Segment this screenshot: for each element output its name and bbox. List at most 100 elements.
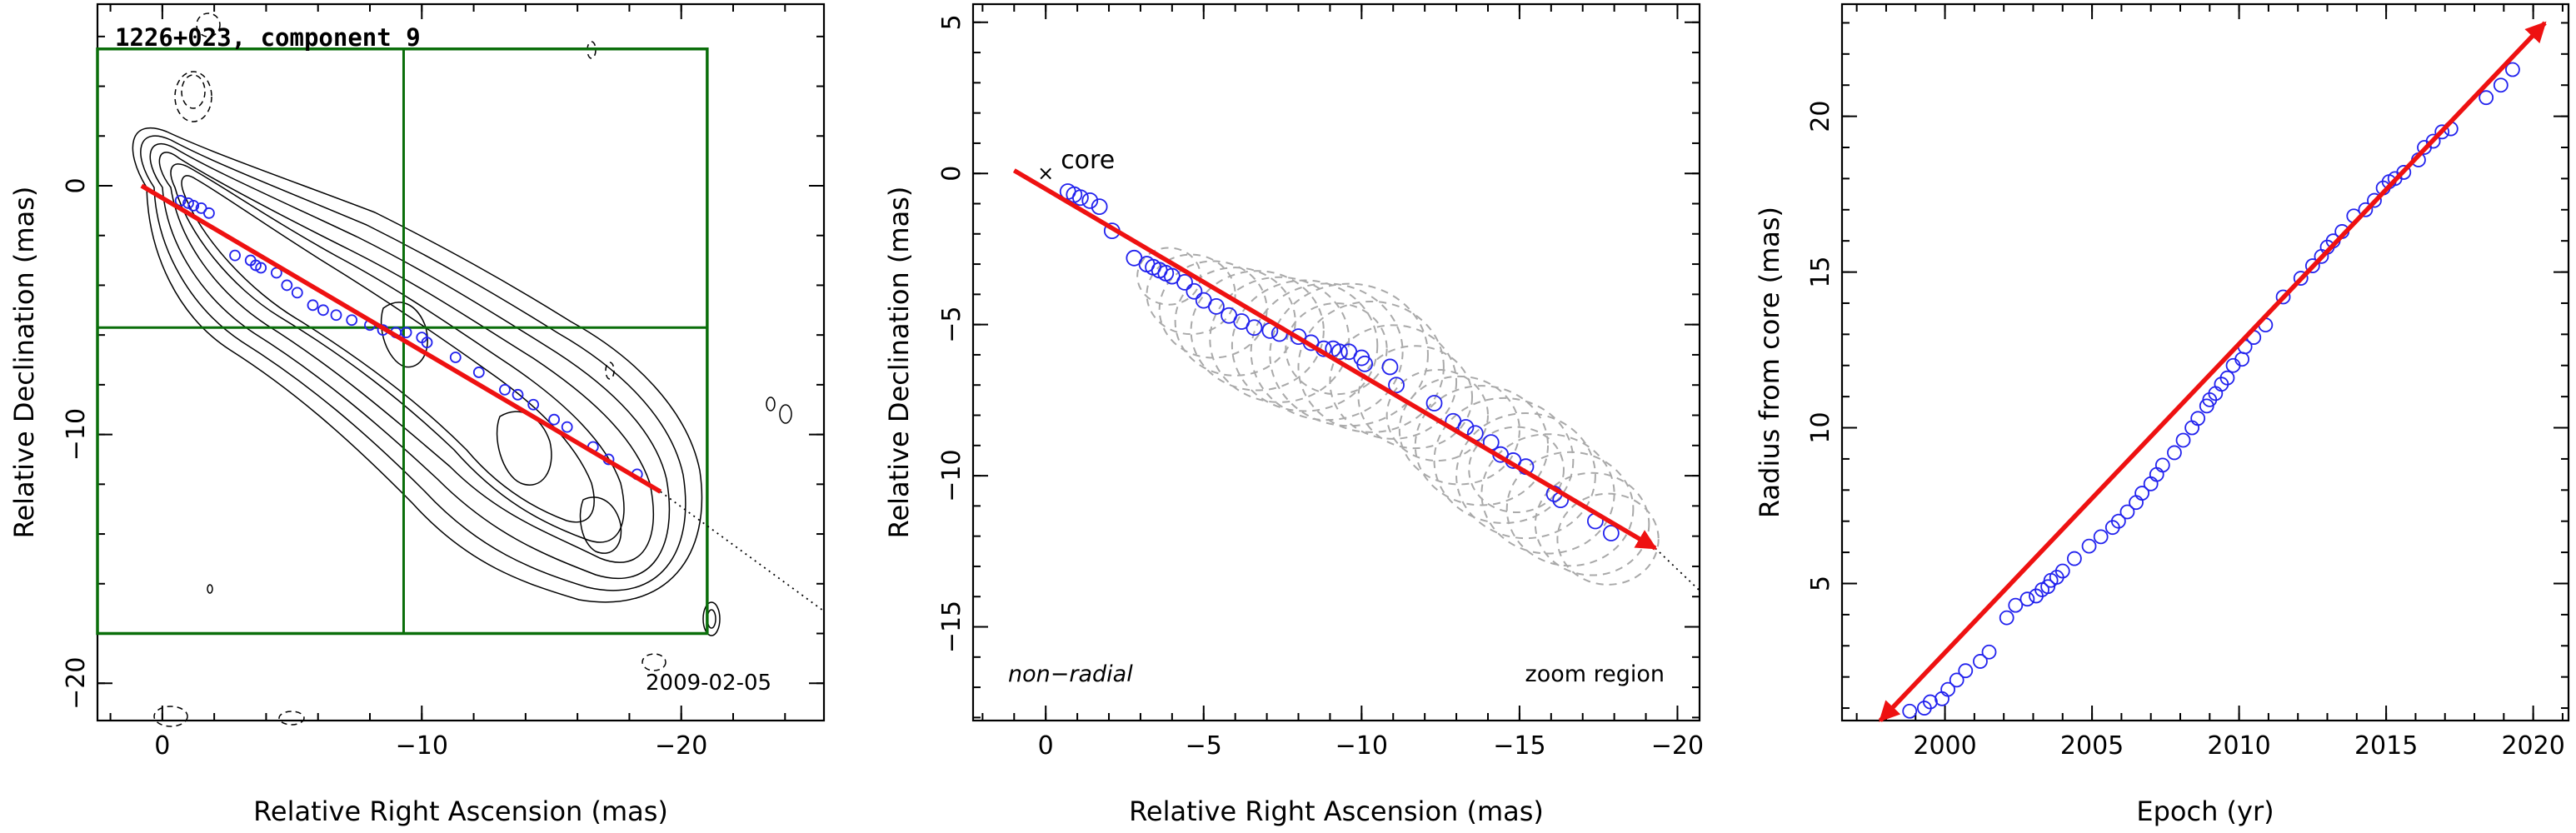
component-position-point xyxy=(346,314,358,327)
y-tick-label: 5 xyxy=(937,14,966,30)
component-position-point xyxy=(561,421,573,433)
gaussian-component xyxy=(1231,279,1379,412)
radius-point xyxy=(2129,495,2144,511)
component-position-point xyxy=(1381,358,1399,376)
component-position-point xyxy=(182,197,194,209)
component-position-point xyxy=(187,199,200,212)
contour-map xyxy=(132,12,792,727)
component-position-point xyxy=(1072,189,1089,207)
radius-point xyxy=(2019,591,2035,607)
radius-points xyxy=(1902,62,2520,719)
y-tick-label: −5 xyxy=(937,307,966,343)
axis-ticks: 2000 2005 2010 2015 2020 5 10 15 20 xyxy=(1806,4,2569,761)
component-position-point xyxy=(255,262,267,274)
y-tick-label: −20 xyxy=(62,657,91,710)
radius-point xyxy=(2149,466,2164,482)
epoch-label: 2009-02-05 xyxy=(646,671,771,696)
component-position-point xyxy=(281,279,293,292)
fit-line xyxy=(1012,168,1658,551)
zoom-region-box xyxy=(96,47,709,636)
x-tick-label: −10 xyxy=(396,731,448,761)
component-position-point xyxy=(1186,282,1203,300)
component-position-point xyxy=(317,304,329,317)
x-axis-label: Relative Right Ascension (mas) xyxy=(253,796,668,827)
component-positions xyxy=(174,195,643,481)
component-position-point xyxy=(174,195,187,207)
component-position-point xyxy=(1356,355,1374,372)
y-tick-label: 20 xyxy=(1806,101,1835,132)
zoom-region-label: zoom region xyxy=(1525,661,1665,687)
gaussian-component xyxy=(1455,412,1596,540)
radius-point xyxy=(1902,703,1918,719)
gaussian-component xyxy=(1468,426,1565,514)
radius-point xyxy=(2081,538,2097,554)
radius-point xyxy=(2184,420,2200,436)
y-tick-label: 5 xyxy=(1806,576,1835,591)
component-position-point xyxy=(1602,525,1620,541)
gaussian-component xyxy=(1250,282,1404,421)
component-position-point xyxy=(421,337,433,349)
y-axis-label: Radius from core (mas) xyxy=(1754,207,1785,518)
fit-line xyxy=(140,183,662,494)
radius-point xyxy=(2066,551,2082,566)
radius-point xyxy=(2175,432,2191,448)
radius-point xyxy=(2225,357,2241,373)
gaussian-components xyxy=(1136,247,1660,586)
radius-point xyxy=(2093,529,2109,545)
x-tick-label: −10 xyxy=(1335,731,1388,761)
component-position-point xyxy=(1425,395,1443,412)
gaussian-component xyxy=(1385,368,1489,462)
x-tick-label: −20 xyxy=(1651,731,1704,761)
gaussian-component xyxy=(1534,471,1650,576)
gaussian-component xyxy=(1136,247,1201,306)
component-position-point xyxy=(1388,377,1405,394)
component-position-point xyxy=(548,413,561,426)
radius-point xyxy=(2190,411,2206,426)
gaussian-component xyxy=(1433,397,1575,525)
gaussian-component xyxy=(1556,492,1660,586)
x-tick-label: 0 xyxy=(154,731,170,761)
x-tick-label: 0 xyxy=(1038,731,1054,761)
x-axis-label: Relative Right Ascension (mas) xyxy=(1129,796,1544,827)
gaussian-component xyxy=(1398,375,1520,486)
gaussian-component xyxy=(1190,270,1325,392)
x-tick-label: 2005 xyxy=(2060,731,2124,761)
radius-point xyxy=(2493,77,2509,93)
radius-point xyxy=(1934,691,1949,706)
component-position-point xyxy=(1091,198,1108,216)
gaussian-component xyxy=(1146,253,1236,336)
radius-point xyxy=(2479,90,2494,106)
component-position-point xyxy=(330,309,342,322)
radius-point xyxy=(1958,663,1974,679)
y-axis-label: Relative Declination (mas) xyxy=(8,187,40,539)
x-tick-label: −5 xyxy=(1186,731,1222,761)
x-axis-label: Epoch (yr) xyxy=(2136,796,2274,827)
core-marker: × xyxy=(1037,162,1054,185)
fit-line-extension xyxy=(1655,547,1700,591)
panel-contour-map: 0 −10 −20 0 −10 −20 xyxy=(8,2,826,827)
component-position-point xyxy=(400,327,412,339)
axis-ticks: 0 −5 −10 −15 −20 5 0 −5 −10 −15 xyxy=(937,4,1704,761)
non-radial-label: non−radial xyxy=(1008,661,1133,687)
radius-point xyxy=(2154,457,2170,473)
component-position-point xyxy=(499,383,511,396)
panel-zoom-region: 0 −5 −10 −15 −20 5 0 −5 −10 −15 × core non−radial… xyxy=(883,2,1704,827)
component-position-point xyxy=(449,352,462,363)
y-tick-label: 0 xyxy=(937,166,966,182)
gaussian-component xyxy=(1505,451,1635,567)
component-position-point xyxy=(1176,273,1193,291)
radius-point xyxy=(2234,352,2250,367)
component-position-point xyxy=(307,299,319,312)
component-position-point xyxy=(203,207,215,219)
y-tick-label: −15 xyxy=(937,601,966,653)
component-position-point xyxy=(1246,319,1263,337)
radius-point xyxy=(2143,476,2159,491)
component-position-point xyxy=(1081,192,1099,209)
component-position-point xyxy=(229,249,241,262)
panel-title: 1226+023, component 9 xyxy=(115,23,421,52)
radius-point xyxy=(2167,445,2182,461)
radius-point xyxy=(1999,610,2014,626)
y-tick-label: 15 xyxy=(1806,256,1835,287)
fit-line-extension xyxy=(660,491,825,612)
plot-frame xyxy=(971,2,1701,722)
